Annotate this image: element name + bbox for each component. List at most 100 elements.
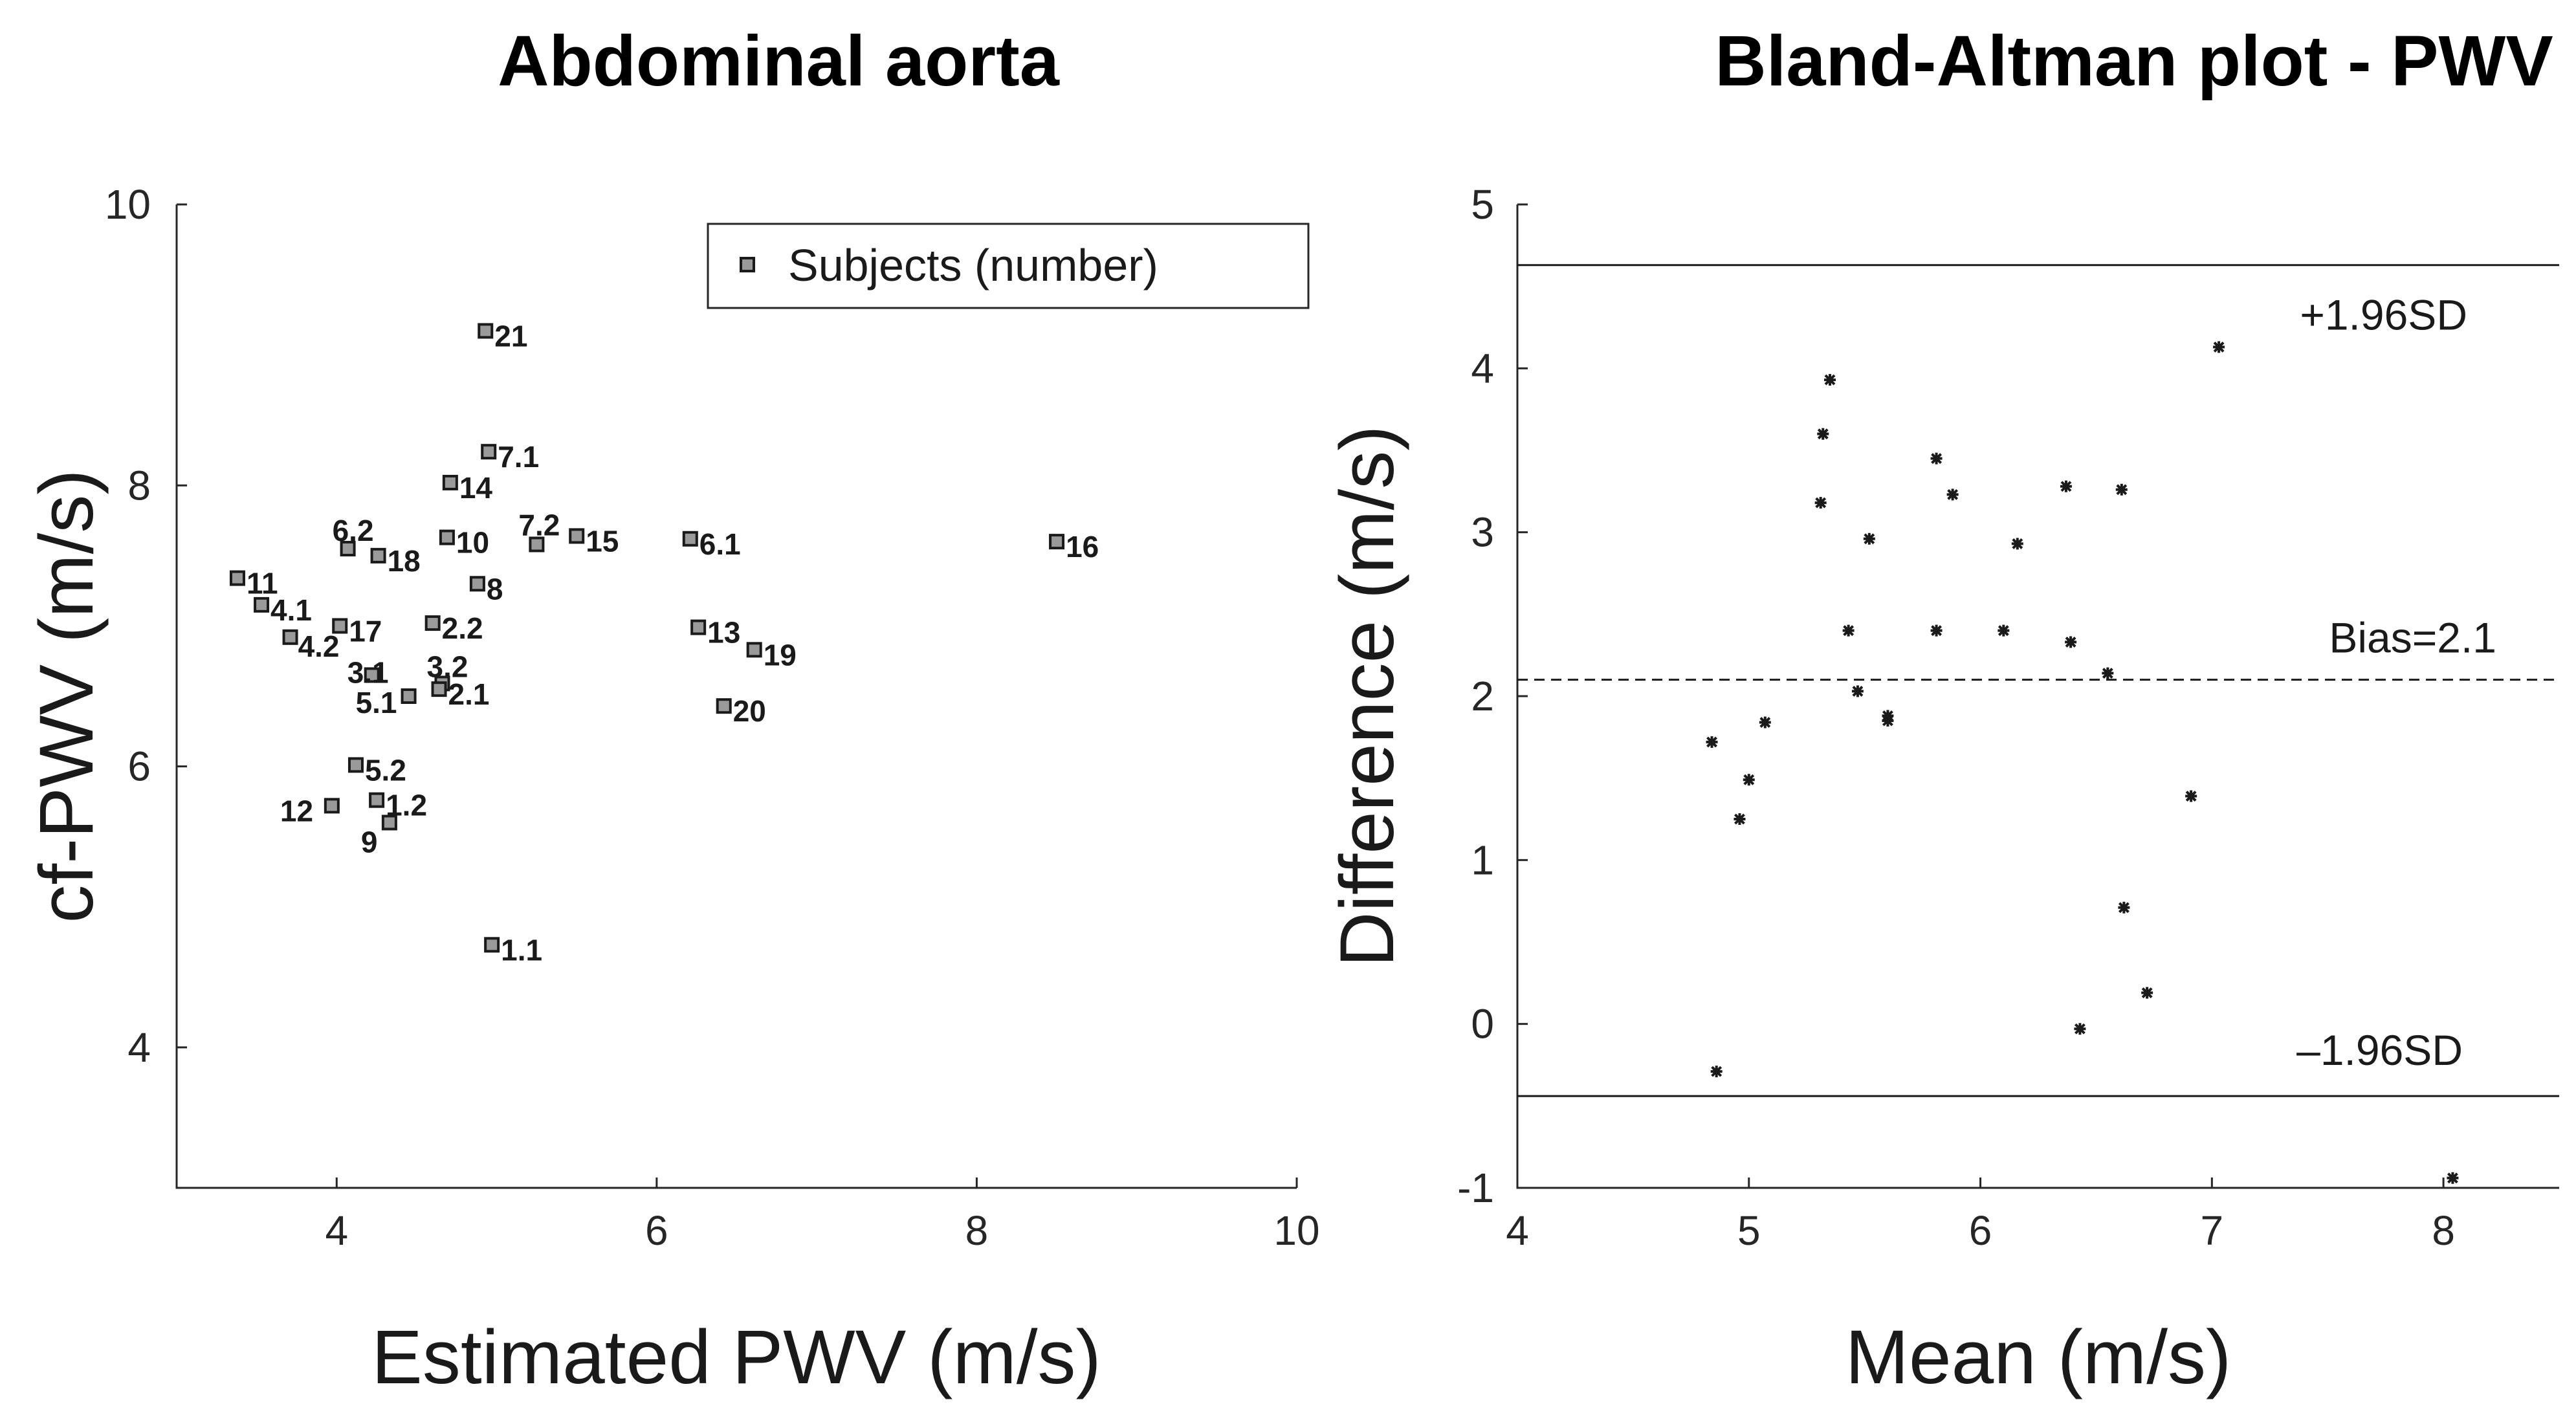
right-points [1706,341,2459,1184]
data-point-7.1 [481,444,497,460]
right-x-tick-label: 7 [2201,1207,2224,1254]
legend: Subjects (number) [707,223,1310,309]
ba-point-19 [1706,736,1718,748]
left-x-tick-label: 6 [645,1207,668,1254]
data-label-17: 17 [349,614,382,648]
data-label-14: 14 [459,471,493,505]
data-point-7.2 [529,536,545,553]
data-point-19 [746,642,762,658]
ba-point-2 [1814,497,1827,509]
data-point-1.2 [369,792,385,808]
data-point-2.1 [431,681,447,697]
left-x-axis-label: Estimated PWV (m/s) [371,1315,1101,1400]
data-point-18 [370,547,386,564]
right-x-tick-label: 4 [1506,1207,1529,1254]
ba-point-20 [1743,774,1755,786]
data-label-9: 9 [361,825,378,859]
ba-point-24 [2141,987,2153,999]
reference-lines: +1.96SD Bias=2.1 –1.96SD [1517,264,2559,1097]
data-point-8 [469,576,485,592]
right-chart: Bland-Altman plot - PWV -1 0 1 2 3 4 5 4 5 6 7 8 D… [1325,21,2559,1400]
data-label-6.2: 6.2 [333,514,374,547]
left-y-tick-label: 10 [105,181,151,228]
data-point-15 [569,528,585,544]
data-point-20 [716,698,732,714]
data-label-21: 21 [494,319,527,353]
data-label-5.1: 5.1 [356,686,397,719]
ba-point-17 [1882,715,1894,727]
left-y-tick-label: 6 [127,743,151,790]
ba-point-11 [1930,624,1943,637]
data-label-5.2: 5.2 [365,753,406,787]
legend-box [707,223,1310,309]
ba-point-10 [1842,624,1855,637]
data-label-1.1: 1.1 [501,933,542,967]
data-label-3.1: 3.1 [347,655,389,689]
right-x-tick-label: 8 [2432,1207,2455,1254]
right-y-tick-label: 0 [1471,1001,1494,1047]
right-y-tick-label: 4 [1471,345,1494,391]
data-point-10 [439,529,455,545]
data-point-3.1 [364,667,380,683]
data-label-3.2: 3.2 [426,650,468,683]
ba-point-9 [2213,341,2225,353]
ba-point-22 [2185,790,2197,802]
data-label-4.2: 4.2 [298,630,340,663]
data-label-10: 10 [456,526,489,560]
data-point-11 [229,570,245,586]
data-label-7.2: 7.2 [518,508,560,542]
data-point-5.1 [401,688,417,704]
left-points: 21 7.114 6.2 18 10 7.2 15 6.1 16 11 8 4.1 17 2.2 4.2 13… [229,319,1099,967]
data-point-1.1 [484,937,500,953]
right-y-tick-label: 3 [1471,509,1494,556]
data-label-8: 8 [487,572,503,606]
data-point-12 [324,798,340,814]
ba-point-18 [1759,716,1771,728]
data-label-12: 12 [280,794,313,827]
right-y-tick-label: 5 [1471,181,1494,228]
right-chart-title: Bland-Altman plot - PWV [1715,21,2553,101]
ba-point-7 [2115,483,2128,496]
ba-point-13 [2065,636,2077,648]
left-x-tick-label: 8 [965,1207,989,1254]
data-label-11: 11 [247,567,278,600]
data-point-4.1 [254,597,270,613]
ba-point-23 [2118,901,2130,914]
data-point-5.2 [347,757,364,773]
left-axes [175,204,1297,1189]
ba-point-0 [1824,374,1836,386]
ba-point-14 [2102,667,2114,679]
reference-line-label-0: +1.96SD [2300,291,2467,339]
data-label-4.1: 4.1 [270,593,312,627]
ba-point-25 [2074,1023,2086,1035]
left-x-tick-label: 4 [325,1207,348,1254]
left-x-ticks: 4 6 8 10 [325,1178,1320,1254]
ba-point-3 [1863,532,1875,545]
reference-line-label-2: –1.96SD [2296,1026,2463,1074]
data-label-16: 16 [1066,530,1099,564]
ba-point-27 [2447,1172,2459,1184]
data-point-9 [381,815,397,831]
data-label-7.1: 7.1 [498,440,539,474]
left-y-ticks: 4 6 8 10 [105,181,187,1071]
reference-line-label-1: Bias=2.1 [2329,614,2496,662]
right-x-axis-label: Mean (m/s) [1845,1315,2232,1400]
right-x-ticks: 4 5 6 7 8 [1506,1178,2455,1254]
legend-label: Subjects (number) [788,240,1158,290]
ba-point-26 [1710,1066,1723,1078]
right-x-tick-label: 5 [1737,1207,1761,1254]
data-point-2.2 [424,615,441,631]
data-label-2.2: 2.2 [442,611,483,645]
legend-marker [740,257,755,272]
data-point-6.2 [340,541,356,556]
ba-point-21 [1734,813,1746,825]
data-point-16 [1049,534,1065,550]
ba-point-4 [1930,452,1943,465]
left-chart: Abdominal aorta 4 6 8 10 4 6 8 10 cf-PWV (m/s)… [24,21,1320,1400]
data-label-6.1: 6.1 [699,527,741,561]
data-point-17 [332,618,348,634]
left-y-tick-label: 8 [127,462,151,509]
ba-point-8 [2011,538,2023,550]
left-x-tick-label: 10 [1273,1207,1319,1254]
